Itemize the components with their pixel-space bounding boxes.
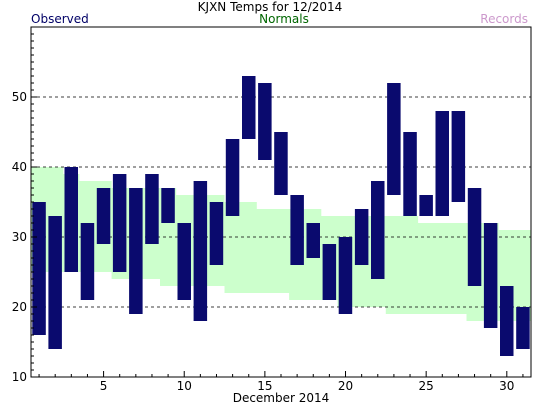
y-tick-label-50: 50: [12, 90, 27, 104]
observed-bar-day-15: [258, 83, 272, 160]
observed-bar-day-8: [145, 174, 159, 244]
observed-bar-day-24: [403, 132, 417, 216]
observed-bar-day-9: [161, 188, 175, 223]
observed-bar-day-17: [290, 195, 304, 265]
legend-observed: Observed: [31, 12, 89, 26]
x-tick-label-5: 5: [100, 379, 108, 393]
observed-bar-day-30: [500, 286, 514, 356]
observed-bar-day-23: [387, 83, 401, 195]
observed-bars: [32, 76, 530, 356]
observed-bar-day-27: [451, 111, 466, 202]
observed-bar-day-28: [467, 188, 482, 286]
observed-bar-day-14: [242, 76, 256, 139]
observed-bar-day-4: [80, 223, 95, 300]
legend-records: Records: [480, 12, 528, 26]
observed-bar-day-18: [306, 223, 320, 258]
observed-bar-day-29: [483, 223, 498, 328]
axes: 5 10 15 20 25 30 10 20 30 40 50: [12, 33, 524, 393]
observed-bar-day-25: [419, 195, 433, 216]
y-tick-label-20: 20: [12, 300, 27, 314]
observed-bar-day-22: [371, 181, 385, 279]
observed-bar-day-16: [274, 132, 288, 195]
observed-bar-day-5: [96, 188, 111, 244]
observed-bar-day-2: [48, 216, 62, 349]
observed-bar-day-11: [193, 181, 208, 321]
x-tick-label-15: 15: [257, 379, 272, 393]
observed-bar-day-7: [129, 188, 143, 314]
y-tick-label-30: 30: [12, 230, 27, 244]
observed-bar-day-20: [338, 237, 353, 314]
observed-bar-day-6: [112, 174, 127, 272]
x-tick-label-30: 30: [499, 379, 514, 393]
y-tick-label-40: 40: [12, 160, 27, 174]
legend-normals: Normals: [259, 12, 309, 26]
observed-bar-day-19: [322, 244, 337, 300]
observed-bar-day-26: [435, 111, 449, 216]
x-axis-label: December 2014: [233, 391, 330, 405]
x-tick-label-25: 25: [419, 379, 434, 393]
x-tick-label-20: 20: [338, 379, 353, 393]
observed-bar-day-12: [209, 202, 224, 265]
chart-title: KJXN Temps for 12/2014: [197, 0, 343, 14]
observed-bar-day-10: [177, 223, 191, 300]
observed-bar-day-3: [64, 167, 78, 272]
observed-bar-day-21: [354, 209, 369, 265]
x-tick-label-10: 10: [177, 379, 192, 393]
y-tick-label-10: 10: [12, 370, 27, 384]
observed-bar-day-1: [32, 202, 46, 335]
observed-bar-day-31: [516, 307, 530, 349]
observed-bar-day-13: [225, 139, 240, 216]
